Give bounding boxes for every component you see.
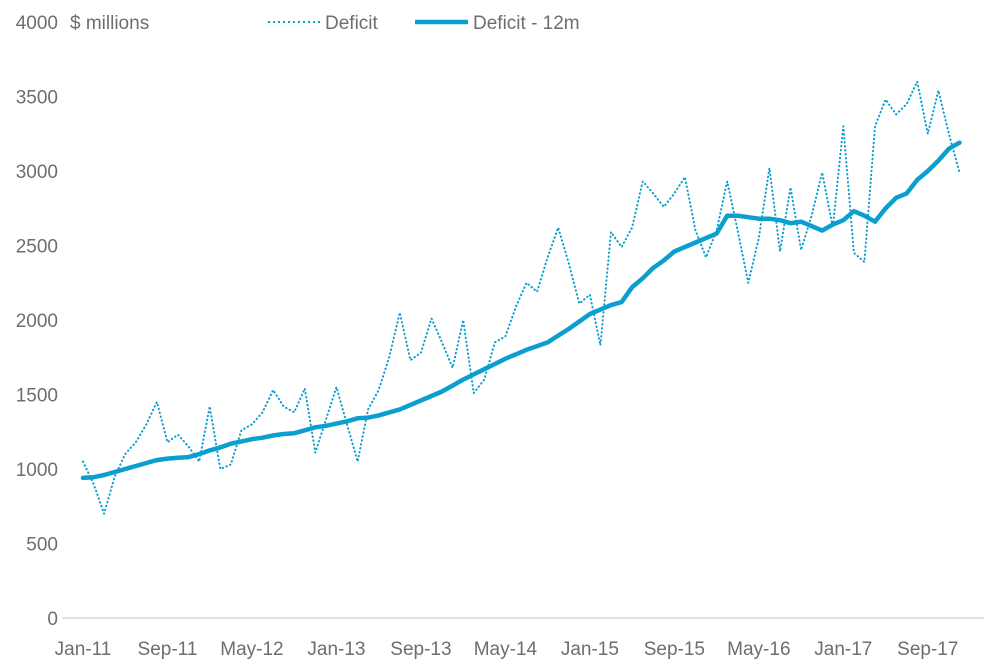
y-tick-label: 0: [47, 609, 58, 630]
x-tick-label: Sep-15: [644, 639, 705, 660]
y-tick-label: 1500: [16, 386, 58, 407]
x-tick-label: Jan-17: [814, 639, 872, 660]
legend-label-deficit: Deficit: [325, 13, 379, 34]
x-tick-label: Sep-13: [390, 639, 451, 660]
y-tick-label: 4000: [16, 13, 58, 34]
x-tick-label: Jan-15: [561, 639, 619, 660]
legend: Deficit Deficit - 12m: [268, 13, 580, 34]
y-tick-label: 500: [26, 535, 58, 556]
x-tick-label: Jan-11: [55, 639, 112, 660]
y-tick-label: 2500: [16, 237, 58, 258]
series-line-deficit-12m: [80, 140, 962, 481]
x-axis-ticks: Jan-11 Sep-11 May-12 Jan-13 Sep-13 May-14 Jan-…: [55, 639, 959, 660]
series-line-deficit: [82, 80, 961, 515]
y-axis-ticks: 0 500 1000 1500 2000 2500 3000 3500 4000: [16, 13, 58, 630]
y-tick-label: 3500: [16, 88, 58, 109]
x-tick-label: May-14: [474, 639, 538, 660]
x-tick-label: Sep-11: [138, 639, 198, 660]
y-tick-label: 3000: [16, 162, 58, 183]
x-tick-label: Sep-17: [897, 639, 958, 660]
y-tick-label: 2000: [16, 311, 58, 332]
legend-label-deficit-12m: Deficit - 12m: [473, 13, 580, 34]
x-tick-label: May-12: [220, 639, 283, 660]
y-axis-unit-label: $ millions: [70, 13, 149, 34]
y-tick-label: 1000: [16, 460, 58, 481]
series-lines: [80, 80, 962, 515]
x-tick-label: May-16: [727, 639, 790, 660]
x-tick-label: Jan-13: [307, 639, 365, 660]
